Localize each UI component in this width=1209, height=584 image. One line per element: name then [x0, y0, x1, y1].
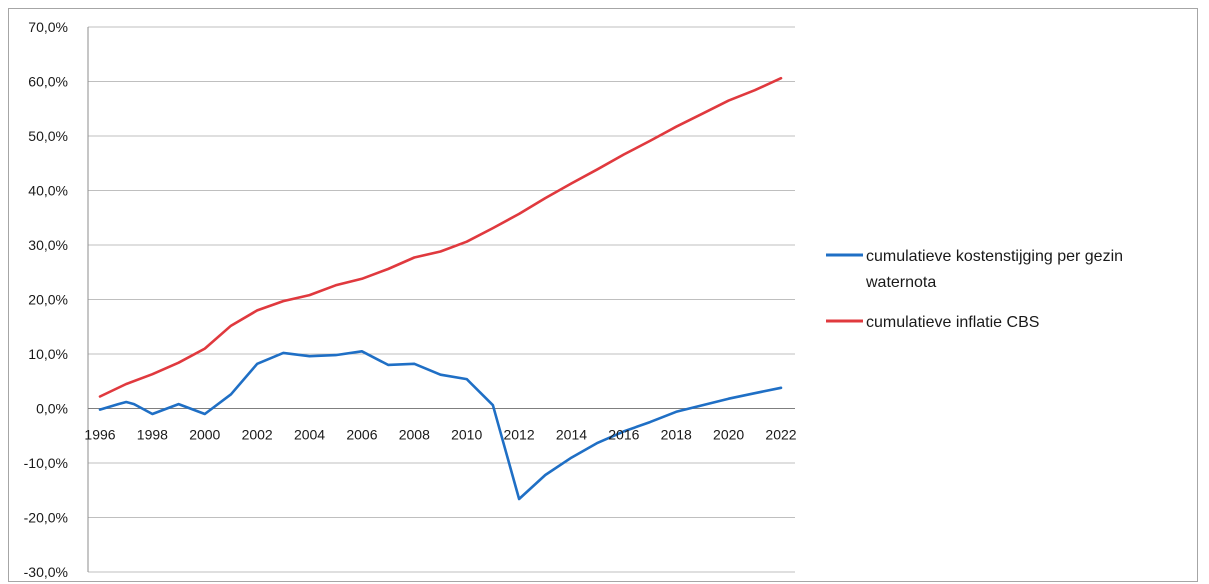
x-tick-label: 2020	[713, 427, 744, 443]
series-line-0	[100, 351, 781, 499]
y-tick-label: 0,0%	[36, 401, 68, 417]
x-tick-label: 2016	[608, 427, 639, 443]
x-tick-label: 2018	[661, 427, 692, 443]
x-tick-label: 2010	[451, 427, 482, 443]
x-tick-label: 2000	[189, 427, 220, 443]
x-tick-label: 2014	[556, 427, 587, 443]
y-tick-label: -20,0%	[24, 510, 68, 526]
y-tick-label: 70,0%	[28, 19, 68, 35]
x-tick-label: 2002	[242, 427, 273, 443]
y-axis-ticks: 70,0% 60,0% 50,0% 40,0% 30,0% 20,0% 10,0% 0,0% -…	[24, 19, 68, 580]
legend-label-0: waternota	[865, 274, 936, 291]
y-tick-label: 60,0%	[28, 74, 68, 90]
legend-label-0: cumulatieve kostenstijging per gezin	[866, 248, 1123, 265]
y-tick-label: 20,0%	[28, 292, 68, 308]
legend: cumulatieve kostenstijging per gezin wate…	[826, 248, 1123, 331]
y-tick-label: 40,0%	[28, 183, 68, 199]
series-line-1	[100, 78, 781, 396]
gridlines	[88, 27, 795, 572]
y-tick-label: 10,0%	[28, 346, 68, 362]
x-axis-ticks: 1996 1998 2000 2002 2004 2006 2008 2010 2012 2014…	[84, 427, 796, 443]
legend-label-1: cumulatieve inflatie CBS	[866, 314, 1039, 331]
x-tick-label: 2006	[346, 427, 377, 443]
y-tick-label: -30,0%	[24, 564, 68, 580]
x-tick-label: 2004	[294, 427, 325, 443]
x-tick-label: 1996	[84, 427, 115, 443]
x-tick-label: 2012	[503, 427, 534, 443]
x-tick-label: 2008	[399, 427, 430, 443]
y-tick-label: 50,0%	[28, 128, 68, 144]
x-tick-label: 1998	[137, 427, 168, 443]
y-tick-label: -10,0%	[24, 455, 68, 471]
x-tick-label: 2022	[765, 427, 796, 443]
y-tick-label: 30,0%	[28, 237, 68, 253]
